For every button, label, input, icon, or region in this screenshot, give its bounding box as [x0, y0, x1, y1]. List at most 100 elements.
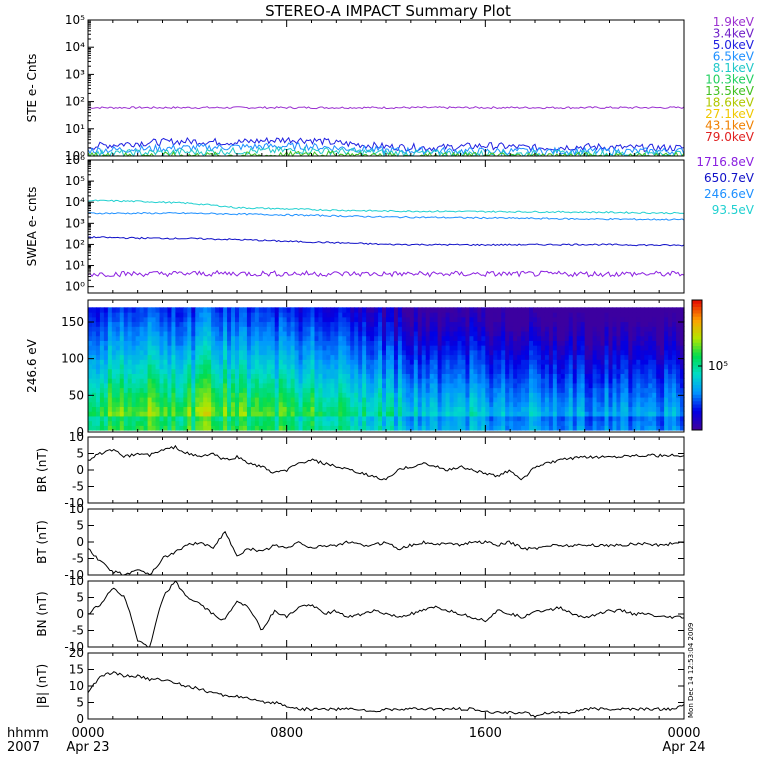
colorbar-segment — [692, 319, 702, 324]
series-line — [87, 580, 685, 648]
y-tick-label: 0 — [76, 535, 84, 549]
colorbar-segment — [692, 381, 702, 385]
time-tick-date: Apr 23 — [66, 740, 109, 755]
panel-swea: 10⁰ 10¹ 10² 10³ 10⁴ 10⁵ 10⁶ SWEA e- cnts — [25, 153, 685, 294]
panel-bt: 10 5 0 -5 -10 BT (nT) — [35, 502, 685, 582]
y-axis-label: STE e- Cnts — [25, 54, 39, 123]
colorbar-segment — [692, 397, 702, 402]
y-tick-label: 10³ — [65, 67, 85, 81]
y-tick-label: -5 — [72, 480, 84, 494]
time-axis-corner-year: 2007 — [7, 740, 40, 755]
y-tick-label: 50 — [69, 388, 84, 402]
series-line — [87, 269, 685, 278]
y-tick-label: 10 — [69, 430, 84, 444]
colorbar-segment — [692, 352, 702, 356]
y-tick-label: 5 — [76, 519, 84, 533]
colorbar-segment — [692, 413, 702, 418]
colorbar-segment — [692, 361, 702, 366]
y-tick-label: 10⁶ — [65, 153, 85, 167]
swea-legend-entry: 93.5eV — [712, 203, 755, 217]
colorbar-segment — [692, 394, 702, 398]
series-line — [87, 530, 685, 576]
legends: 1.9keV3.4keV5.0keV6.5keV8.1keV10.3keV13.… — [696, 15, 754, 217]
series-line — [87, 145, 684, 158]
colorbar-segment — [692, 303, 702, 307]
y-tick-label: 0 — [76, 425, 84, 439]
colorbar-segment — [692, 371, 702, 376]
ste-legend-entry: 10.3keV — [705, 73, 755, 87]
colorbar-segment — [692, 335, 702, 340]
time-tick-label: 0800 — [270, 726, 303, 741]
time-tick-label: 0000 — [71, 726, 104, 741]
series-line — [87, 671, 685, 718]
panel-bn: 10 5 0 -5 -10 BN (nT) — [35, 574, 685, 654]
colorbar-segment — [692, 410, 702, 415]
colorbar-segment — [692, 348, 702, 353]
ste-legend-entry: 18.6keV — [705, 96, 755, 110]
panel-frame — [87, 19, 685, 157]
colorbar-tick-label: 10⁵ — [708, 359, 728, 373]
y-tick-label: -10 — [64, 640, 84, 654]
swea-legend-entry: 650.7eV — [704, 171, 755, 185]
colorbar: 10⁵ — [691, 299, 728, 431]
y-tick-label: 15 — [69, 663, 84, 677]
time-tick-label: 1600 — [469, 726, 502, 741]
colorbar-segment — [692, 374, 702, 379]
y-axis-label: BT (nT) — [35, 520, 49, 564]
y-tick-label: 10⁴ — [65, 195, 85, 209]
y-tick-label: 10⁵ — [65, 13, 85, 27]
y-tick-label: 5 — [76, 447, 84, 461]
y-axis-label: SWEA e- cnts — [25, 187, 39, 267]
y-tick-label: 5 — [76, 591, 84, 605]
y-tick-label: 10 — [69, 574, 84, 588]
y-tick-label: 10⁴ — [65, 40, 85, 54]
colorbar-segment — [692, 387, 702, 392]
series-line — [87, 136, 685, 153]
colorbar-segment — [692, 329, 702, 333]
y-axis-label: 246.6 eV — [25, 338, 39, 393]
y-tick-label: 10³ — [65, 216, 85, 230]
colorbar-segment — [692, 316, 702, 320]
ste-legend-entry: 3.4keV — [713, 27, 755, 41]
ste-legend-entry: 43.1keV — [705, 119, 755, 133]
colorbar-segment — [692, 355, 702, 359]
y-tick-label: -10 — [64, 496, 84, 510]
y-tick-label: 5 — [76, 696, 84, 710]
colorbar-segment — [692, 384, 702, 389]
y-axis-label: BR (nT) — [35, 448, 49, 493]
series-line — [87, 199, 685, 215]
series-line — [87, 142, 685, 157]
y-tick-label: 10⁵ — [65, 174, 85, 188]
ste-legend-entry: 27.1keV — [705, 107, 755, 121]
series-line — [87, 444, 685, 481]
colorbar-segment — [692, 300, 702, 304]
series-line — [87, 211, 685, 221]
y-tick-label: -10 — [64, 568, 84, 582]
colorbar-segment — [692, 400, 702, 405]
colorbar-segment — [692, 358, 702, 363]
colorbar-segment — [692, 407, 702, 411]
y-axis-label: BN (nT) — [35, 591, 49, 636]
time-axis-corner-hhmm: hhmm — [7, 726, 49, 741]
y-tick-label: 10¹ — [65, 259, 85, 273]
plot-title: STEREO-A IMPACT Summary Plot — [265, 2, 511, 20]
y-tick-label: -5 — [72, 552, 84, 566]
colorbar-segment — [692, 378, 702, 382]
y-tick-label: 0 — [76, 712, 84, 726]
y-axis-label: |B| (nT) — [35, 664, 49, 708]
colorbar-segment — [692, 368, 702, 372]
spectrogram-cells — [88, 307, 685, 431]
swea-legend-entry: 1716.8eV — [696, 155, 754, 169]
time-tick-date: Apr 24 — [662, 740, 705, 755]
colorbar-frame — [691, 299, 703, 431]
colorbar-segment — [692, 391, 702, 395]
y-tick-label: 10 — [69, 679, 84, 693]
y-tick-label: 0 — [76, 607, 84, 621]
colorbar-segment — [692, 322, 702, 327]
panel-bmag: 20 15 10 5 0 |B| (nT) — [35, 646, 685, 726]
panel-frame — [87, 652, 685, 720]
colorbar-segment — [692, 365, 702, 369]
